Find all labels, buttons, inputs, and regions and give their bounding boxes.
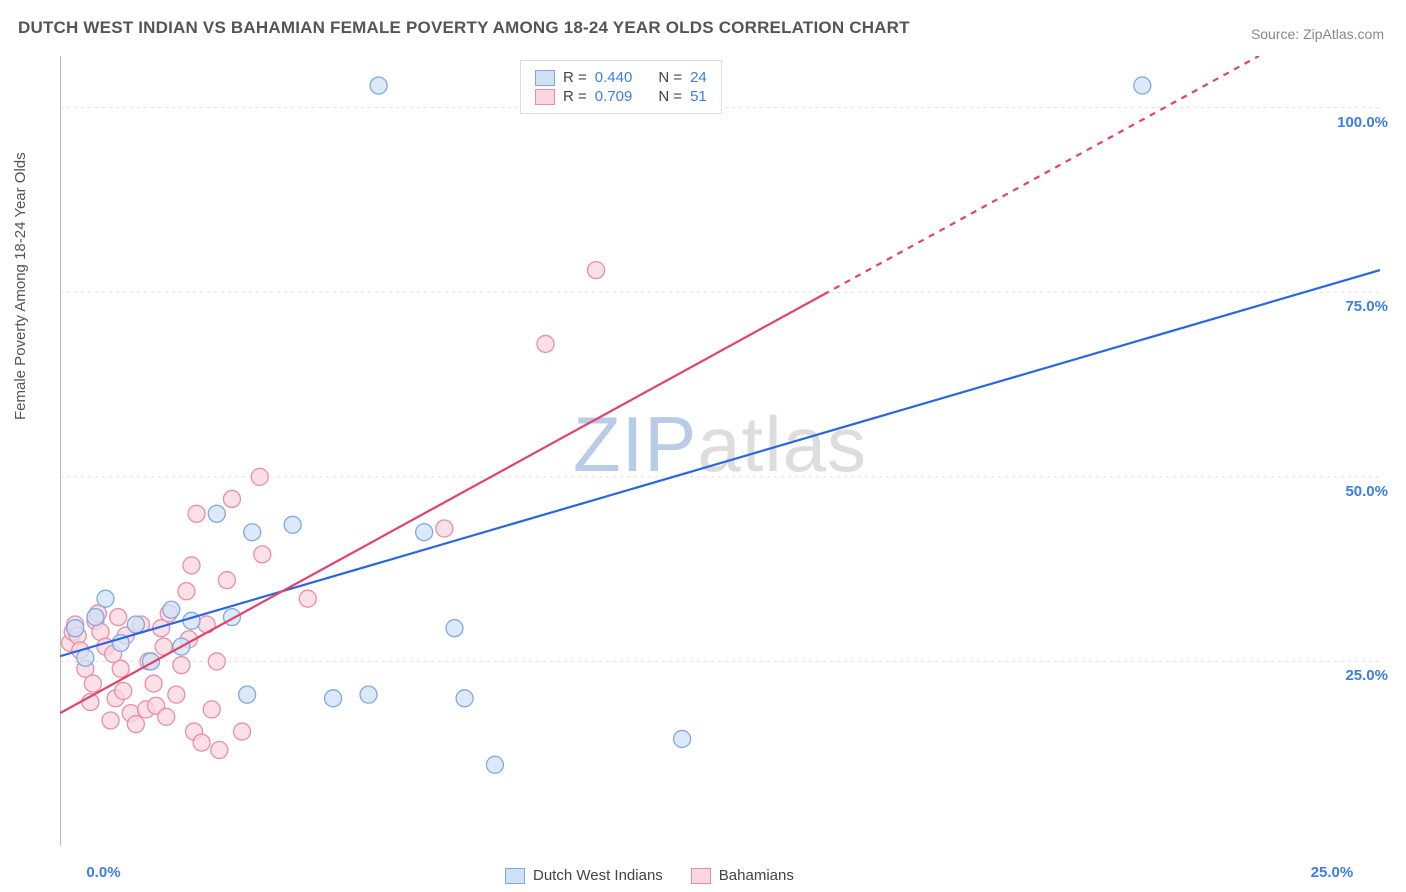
legend-row: R = 0.709 N = 51 [535, 88, 707, 105]
y-tick-label: 75.0% [1345, 298, 1388, 315]
legend-item: Bahamians [691, 867, 794, 884]
legend-row: R = 0.440 N = 24 [535, 69, 707, 86]
chart-title: DUTCH WEST INDIAN VS BAHAMIAN FEMALE POV… [18, 18, 910, 38]
y-tick-label: 50.0% [1345, 483, 1388, 500]
legend-swatch [535, 89, 555, 105]
scatter-plot: ZIPatlas [60, 56, 1380, 846]
series-legend: Dutch West Indians Bahamians [505, 867, 794, 884]
legend-r-label: R = [563, 88, 587, 105]
legend-n-value: 51 [690, 88, 707, 105]
correlation-legend: R = 0.440 N = 24 R = 0.709 N = 51 [520, 60, 722, 114]
legend-r-label: R = [563, 69, 587, 86]
svg-text:ZIPatlas: ZIPatlas [573, 400, 867, 488]
y-tick-label: 25.0% [1345, 667, 1388, 684]
y-tick-label: 100.0% [1337, 114, 1388, 131]
legend-item: Dutch West Indians [505, 867, 663, 884]
legend-n-label: N = [658, 69, 682, 86]
x-tick-label: 25.0% [1311, 864, 1354, 881]
legend-swatch [535, 70, 555, 86]
legend-swatch [691, 868, 711, 884]
y-axis-label: Female Poverty Among 18-24 Year Olds [12, 152, 29, 420]
legend-label: Dutch West Indians [533, 867, 663, 884]
source-label: Source: ZipAtlas.com [1251, 26, 1384, 42]
legend-n-value: 24 [690, 69, 707, 86]
legend-n-label: N = [658, 88, 682, 105]
legend-r-value: 0.709 [595, 88, 633, 105]
legend-swatch [505, 868, 525, 884]
legend-label: Bahamians [719, 867, 794, 884]
legend-r-value: 0.440 [595, 69, 633, 86]
x-tick-label: 0.0% [86, 864, 120, 881]
